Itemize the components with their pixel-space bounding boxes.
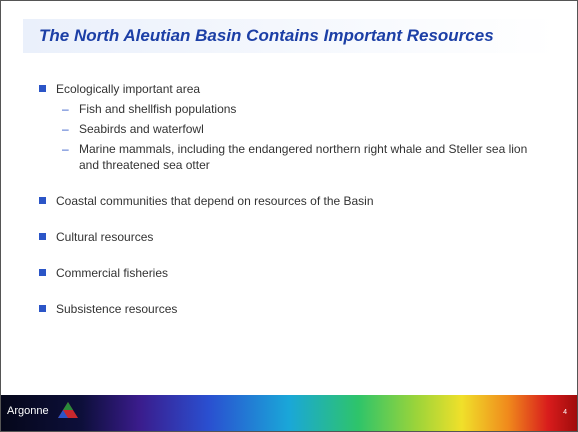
logo-text: Argonne bbox=[7, 405, 49, 417]
slide-title: The North Aleutian Basin Contains Import… bbox=[39, 26, 494, 45]
sub-bullet-text: Seabirds and waterfowl bbox=[39, 121, 549, 137]
title-band: The North Aleutian Basin Contains Import… bbox=[23, 19, 557, 53]
logo-icon bbox=[58, 402, 78, 418]
page-number: 4 bbox=[563, 409, 567, 416]
bullet-item: Commercial fisheries bbox=[39, 265, 549, 281]
bullet-item: Subsistence resources bbox=[39, 301, 549, 317]
bullet-text: Coastal communities that depend on resou… bbox=[39, 193, 549, 209]
bullet-text: Commercial fisheries bbox=[39, 265, 549, 281]
bullet-item: Cultural resources bbox=[39, 229, 549, 245]
sub-bullet-text: Marine mammals, including the endangered… bbox=[39, 141, 549, 173]
bullet-text: Cultural resources bbox=[39, 229, 549, 245]
bullet-text: Subsistence resources bbox=[39, 301, 549, 317]
bullet-item: Ecologically important area Fish and shel… bbox=[39, 81, 549, 173]
bullet-item: Coastal communities that depend on resou… bbox=[39, 193, 549, 209]
footer: Argonne 4 bbox=[1, 395, 577, 431]
bullet-list: Ecologically important area Fish and shel… bbox=[39, 81, 549, 337]
sub-bullet-text: Fish and shellfish populations bbox=[39, 101, 549, 117]
bullet-text: Ecologically important area bbox=[39, 81, 549, 97]
